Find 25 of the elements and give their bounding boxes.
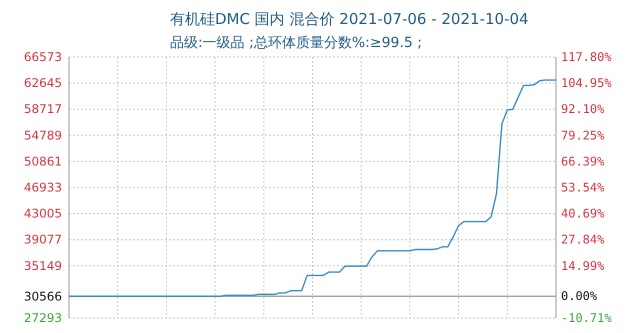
y2-tick-label: 0.00% bbox=[561, 289, 598, 304]
y2-tick-label: 104.95% bbox=[561, 76, 612, 90]
y-tick-label: 66573 bbox=[24, 50, 62, 64]
y-tick-label: 46933 bbox=[24, 180, 62, 194]
y2-tick-label: 92.10% bbox=[561, 102, 606, 116]
y2-tick-label: 27.84% bbox=[561, 232, 606, 247]
y2-tick-label: 79.25% bbox=[561, 128, 606, 142]
y-tick-label: 50861 bbox=[24, 154, 62, 168]
y2-tick-label: 14.99% bbox=[561, 258, 606, 273]
y2-tick-label: 117.80% bbox=[561, 50, 612, 64]
y-tick-label: 54789 bbox=[24, 128, 62, 142]
y-tick-label: 30566 bbox=[24, 289, 62, 304]
y-tick-label: 35149 bbox=[24, 258, 62, 273]
y-tick-label: 43005 bbox=[24, 206, 62, 221]
line-series bbox=[68, 79, 557, 297]
y-tick-label: 27293 bbox=[24, 311, 62, 325]
y-tick-label: 39077 bbox=[24, 232, 62, 247]
chart-subtitle: 品级:一级品 ;总环体质量分数%:≥99.5 ; bbox=[170, 35, 422, 51]
y2-tick-label: -10.71% bbox=[561, 311, 612, 325]
y2-tick-label: 40.69% bbox=[561, 206, 606, 221]
y2-tick-label: 53.54% bbox=[561, 180, 606, 195]
chart-title: 有机硅DMC 国内 混合价 2021-07-06 - 2021-10-04 bbox=[170, 10, 529, 28]
y-tick-label: 62645 bbox=[24, 76, 62, 90]
y-tick-label: 58717 bbox=[24, 102, 62, 116]
y2-tick-label: 66.39% bbox=[561, 154, 606, 168]
